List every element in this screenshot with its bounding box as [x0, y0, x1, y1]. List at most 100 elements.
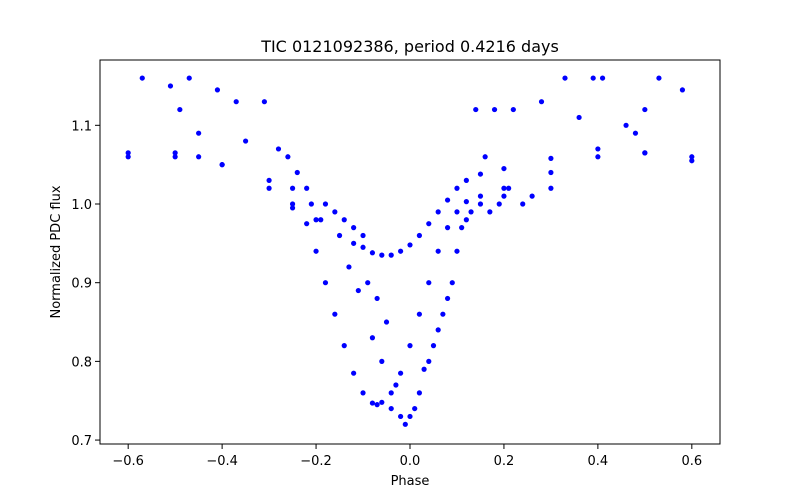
data-point	[313, 248, 319, 254]
data-point	[632, 130, 639, 136]
data-point	[407, 343, 413, 349]
data-point	[388, 390, 394, 396]
data-point	[642, 106, 648, 113]
data-point	[435, 209, 441, 215]
x-tick-label: −0.4	[206, 454, 238, 469]
data-point	[416, 390, 422, 396]
data-point	[538, 99, 545, 105]
data-point	[463, 217, 469, 223]
data-point	[304, 221, 310, 227]
data-point	[332, 209, 338, 215]
data-point	[689, 154, 695, 160]
data-point	[261, 99, 267, 105]
data-point	[449, 280, 455, 286]
x-axis: −0.6 −0.4 −0.2 0.0 0.2 0.4 0.6	[112, 444, 702, 469]
data-point	[468, 209, 474, 215]
data-point	[186, 75, 192, 81]
data-point	[590, 75, 596, 81]
y-tick-label: 1.0	[71, 198, 92, 213]
data-point	[214, 87, 221, 93]
data-point	[289, 185, 296, 191]
data-point	[369, 250, 376, 256]
data-point	[435, 327, 441, 333]
x-tick-label: −0.6	[112, 454, 144, 469]
data-point	[599, 75, 606, 81]
y-tick-label: 0.9	[71, 277, 92, 292]
data-point	[402, 421, 408, 427]
data-point	[285, 154, 291, 160]
data-point	[407, 242, 413, 248]
x-tick-label: 0.4	[588, 454, 609, 469]
data-point	[426, 358, 432, 364]
y-tick-label: 0.8	[71, 355, 92, 370]
chart-title: TIC 0121092386, period 0.4216 days	[260, 37, 559, 56]
data-point	[332, 311, 338, 317]
data-point	[360, 232, 366, 239]
y-tick-label: 1.1	[71, 119, 92, 134]
data-point	[322, 201, 329, 207]
series-secondary-curve	[125, 146, 695, 258]
data-point	[595, 146, 601, 152]
data-point	[548, 169, 554, 176]
data-point	[388, 252, 394, 258]
data-point	[275, 146, 282, 152]
data-point	[426, 221, 432, 227]
data-point	[548, 155, 554, 161]
data-point	[125, 150, 131, 156]
data-point	[529, 193, 535, 199]
data-point	[313, 217, 319, 223]
data-point	[374, 402, 380, 408]
data-point	[139, 75, 145, 81]
data-point	[294, 169, 300, 176]
data-point	[501, 165, 507, 172]
data-point	[355, 287, 361, 294]
data-point	[369, 400, 376, 406]
data-point	[501, 193, 507, 199]
data-point	[623, 122, 629, 128]
y-axis-label: Normalized PDC flux	[49, 185, 64, 318]
data-point	[398, 413, 404, 420]
data-point	[177, 106, 183, 113]
x-tick-label: 0.6	[681, 454, 702, 469]
data-point	[346, 264, 352, 270]
data-point	[482, 154, 488, 160]
data-point	[289, 201, 296, 207]
data-point	[379, 252, 385, 258]
data-point	[341, 343, 347, 349]
data-points	[125, 75, 695, 427]
data-point	[308, 201, 314, 207]
data-point	[167, 83, 174, 89]
data-point	[125, 154, 131, 160]
data-point	[421, 366, 427, 372]
data-point	[398, 370, 404, 376]
x-tick-label: −0.2	[300, 454, 332, 469]
data-point	[444, 197, 451, 203]
data-point	[351, 240, 357, 246]
data-point	[243, 138, 249, 144]
data-point	[379, 399, 385, 405]
x-axis-label: Phase	[391, 474, 430, 489]
data-point	[318, 217, 324, 223]
x-tick-label: 0.0	[400, 454, 421, 469]
data-point	[444, 295, 451, 302]
data-point	[477, 201, 484, 207]
plot-area	[99, 59, 721, 445]
y-axis: 0.7 0.8 0.9 1.0 1.1	[71, 119, 100, 449]
data-point	[576, 114, 582, 121]
data-point	[477, 171, 484, 177]
data-point	[351, 370, 357, 376]
data-point	[642, 150, 648, 156]
data-point	[172, 154, 178, 160]
data-point	[196, 130, 202, 136]
y-tick-label: 0.7	[71, 434, 92, 449]
data-point	[459, 225, 465, 231]
data-point	[595, 154, 601, 160]
data-point	[435, 248, 441, 254]
data-point	[336, 232, 343, 239]
data-point	[506, 185, 512, 191]
data-point	[454, 209, 460, 215]
data-point	[289, 205, 296, 211]
data-point	[656, 75, 662, 81]
data-point	[407, 413, 413, 420]
